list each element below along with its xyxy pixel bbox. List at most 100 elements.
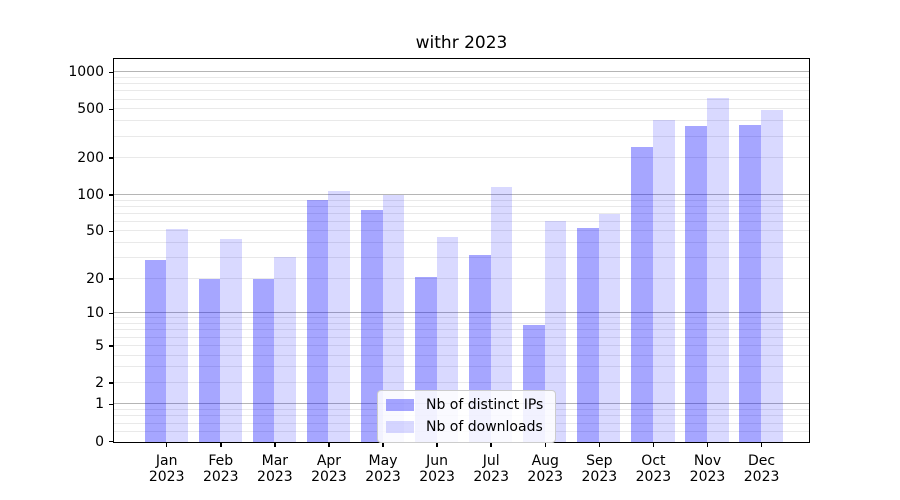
- y-axis-tick-label: 0: [95, 433, 104, 450]
- y-axis-tick: [109, 108, 113, 111]
- minor-gridline: [114, 366, 809, 368]
- legend-item-distinct-ips: Nb of distinct IPs: [386, 397, 543, 413]
- y-axis-tick: [109, 440, 113, 443]
- y-axis-tick-label: 2: [95, 374, 104, 391]
- minor-gridline: [114, 381, 809, 383]
- minor-gridline: [114, 317, 809, 319]
- x-axis-tick-label: Jul 2023: [473, 453, 509, 486]
- legend: Nb of distinct IPs Nb of downloads: [377, 390, 557, 443]
- minor-gridline: [114, 157, 809, 159]
- x-axis-tick-label: Jun 2023: [419, 453, 455, 486]
- x-axis-tick: [220, 443, 222, 447]
- bar-ips-dec: [739, 124, 762, 442]
- x-axis-tick: [436, 443, 438, 447]
- y-axis-tick: [109, 71, 113, 74]
- major-gridline: [114, 193, 809, 195]
- bar-ips-mar: [252, 279, 275, 442]
- major-gridline: [114, 312, 809, 314]
- x-axis-tick-label: Dec 2023: [743, 453, 780, 486]
- minor-gridline: [114, 220, 809, 222]
- y-axis-tick: [109, 312, 113, 315]
- bar-downloads-may: [382, 195, 405, 442]
- bar-ips-nov: [685, 125, 707, 442]
- x-axis-tick-label: Oct 2023: [635, 453, 672, 486]
- minor-gridline: [114, 257, 809, 259]
- bar-downloads-dec: [761, 110, 783, 442]
- minor-gridline: [114, 354, 809, 356]
- y-axis-tick: [109, 230, 113, 233]
- x-axis-tick: [706, 443, 709, 447]
- bar-ips-oct: [631, 146, 653, 442]
- y-axis-tick-label: 5: [95, 337, 104, 354]
- legend-item-downloads: Nb of downloads: [386, 419, 543, 435]
- bar-downloads-apr: [328, 191, 351, 442]
- x-axis-tick: [165, 443, 168, 447]
- x-axis-tick-label: Apr 2023: [311, 453, 347, 486]
- bar-ips-sep: [577, 227, 599, 442]
- x-axis-tick: [652, 443, 655, 447]
- bar-downloads-feb: [220, 238, 242, 442]
- y-axis-tick: [109, 382, 113, 384]
- minor-gridline: [114, 90, 809, 92]
- x-axis-tick: [382, 443, 384, 447]
- y-axis-tick: [109, 403, 113, 406]
- x-axis-tick-label: Nov 2023: [689, 453, 726, 486]
- x-axis-tick-label: May 2023: [365, 453, 401, 486]
- x-axis-tick: [328, 443, 330, 447]
- y-axis-tick-label: 50: [86, 223, 104, 240]
- bar-downloads-sep: [598, 214, 621, 442]
- minor-gridline: [114, 120, 809, 122]
- legend-swatch-distinct-ips: [386, 399, 414, 411]
- minor-gridline: [114, 329, 809, 331]
- minor-gridline: [114, 344, 809, 346]
- x-axis-tick: [544, 443, 546, 447]
- minor-gridline: [114, 77, 809, 79]
- x-axis-tick: [760, 443, 763, 447]
- minor-gridline: [114, 135, 809, 137]
- y-axis-tick-label: 500: [77, 101, 104, 118]
- y-axis-tick-label: 1000: [68, 64, 104, 81]
- minor-gridline: [114, 212, 809, 214]
- x-axis-tick-label: Aug 2023: [527, 453, 564, 486]
- minor-gridline: [114, 323, 809, 325]
- minor-gridline: [114, 83, 809, 85]
- bar-downloads-mar: [274, 256, 296, 442]
- bar-downloads-jan: [166, 228, 188, 442]
- y-axis-tick: [109, 345, 113, 347]
- bar-downloads-nov: [707, 98, 729, 442]
- minor-gridline: [114, 336, 809, 338]
- minor-gridline: [114, 242, 809, 244]
- bar-ips-feb: [198, 279, 221, 442]
- minor-gridline: [114, 108, 809, 110]
- bar-ips-may: [360, 209, 383, 442]
- legend-label-distinct-ips: Nb of distinct IPs: [426, 397, 544, 413]
- x-axis-tick: [274, 443, 276, 447]
- x-axis-tick: [490, 443, 492, 447]
- y-axis-tick-label: 1: [95, 396, 104, 413]
- major-gridline: [114, 71, 809, 73]
- legend-label-downloads: Nb of downloads: [426, 419, 543, 435]
- y-axis-tick-label: 20: [86, 270, 104, 287]
- y-axis-tick: [109, 157, 113, 159]
- bar-ips-apr: [306, 200, 329, 442]
- bar-downloads-aug: [544, 220, 567, 442]
- bar-downloads-oct: [652, 119, 675, 442]
- minor-gridline: [114, 277, 809, 279]
- legend-swatch-downloads: [386, 421, 414, 433]
- bar-ips-jan: [144, 260, 167, 442]
- x-axis-tick-label: Feb 2023: [202, 453, 239, 486]
- x-axis-tick-label: Jan 2023: [148, 453, 185, 486]
- y-axis-tick-label: 200: [77, 150, 104, 167]
- x-axis-tick-label: Mar 2023: [257, 453, 293, 486]
- y-axis-tick: [109, 278, 113, 280]
- plot-area: Nb of distinct IPs Nb of downloads: [113, 58, 810, 443]
- y-axis-tick-label: 100: [77, 186, 104, 203]
- x-axis-tick: [598, 443, 601, 447]
- y-axis-tick-label: 10: [86, 305, 104, 322]
- bar-downloads-jul: [490, 187, 513, 442]
- minor-gridline: [114, 98, 809, 100]
- minor-gridline: [114, 205, 809, 207]
- minor-gridline: [114, 199, 809, 201]
- y-axis-tick: [109, 194, 113, 196]
